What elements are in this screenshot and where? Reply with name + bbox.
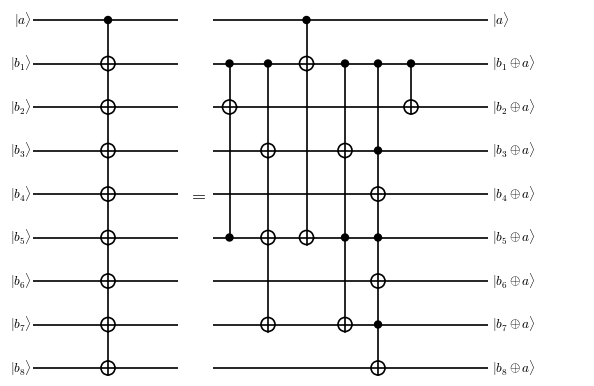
Circle shape xyxy=(374,147,381,154)
Circle shape xyxy=(371,187,385,201)
Text: $|a\rangle$: $|a\rangle$ xyxy=(14,10,32,30)
Text: $|b_4 \oplus a\rangle$: $|b_4 \oplus a\rangle$ xyxy=(492,184,536,204)
Circle shape xyxy=(261,230,275,244)
Circle shape xyxy=(303,17,310,24)
Text: $|b_7 \oplus a\rangle$: $|b_7 \oplus a\rangle$ xyxy=(492,315,536,334)
Circle shape xyxy=(299,230,314,244)
Text: $|b_6\rangle$: $|b_6\rangle$ xyxy=(10,271,32,291)
Circle shape xyxy=(101,100,115,114)
Circle shape xyxy=(374,321,381,328)
Circle shape xyxy=(407,60,415,67)
Text: $|b_3 \oplus a\rangle$: $|b_3 \oplus a\rangle$ xyxy=(492,141,536,161)
Circle shape xyxy=(374,234,381,241)
Text: $|b_6 \oplus a\rangle$: $|b_6 \oplus a\rangle$ xyxy=(492,271,536,291)
Circle shape xyxy=(371,274,385,288)
Text: $|b_2\rangle$: $|b_2\rangle$ xyxy=(10,97,32,117)
Circle shape xyxy=(101,361,115,375)
Circle shape xyxy=(261,144,275,157)
Circle shape xyxy=(101,274,115,288)
Circle shape xyxy=(299,56,314,71)
Text: $|b_8\rangle$: $|b_8\rangle$ xyxy=(10,358,32,378)
Text: $|b_5\rangle$: $|b_5\rangle$ xyxy=(10,228,32,247)
Circle shape xyxy=(101,318,115,332)
Text: $|b_1\rangle$: $|b_1\rangle$ xyxy=(10,54,32,73)
Text: $|b_2 \oplus a\rangle$: $|b_2 \oplus a\rangle$ xyxy=(492,97,536,117)
Circle shape xyxy=(226,234,233,241)
Circle shape xyxy=(226,60,233,67)
Text: $|b_1 \oplus a\rangle$: $|b_1 \oplus a\rangle$ xyxy=(492,54,536,73)
Text: $|a\rangle$: $|a\rangle$ xyxy=(492,10,510,30)
Circle shape xyxy=(101,56,115,71)
Text: $=$: $=$ xyxy=(188,185,206,203)
Circle shape xyxy=(223,100,236,114)
Circle shape xyxy=(342,60,349,67)
Text: $|b_8 \oplus a\rangle$: $|b_8 \oplus a\rangle$ xyxy=(492,358,536,378)
Circle shape xyxy=(101,230,115,244)
Circle shape xyxy=(374,60,381,67)
Circle shape xyxy=(404,100,418,114)
Text: $|b_4\rangle$: $|b_4\rangle$ xyxy=(10,184,32,204)
Text: $|b_5 \oplus a\rangle$: $|b_5 \oplus a\rangle$ xyxy=(492,228,536,247)
Circle shape xyxy=(261,318,275,332)
Circle shape xyxy=(101,187,115,201)
Circle shape xyxy=(371,361,385,375)
Circle shape xyxy=(338,144,352,157)
Circle shape xyxy=(338,318,352,332)
Text: $|b_3\rangle$: $|b_3\rangle$ xyxy=(10,141,32,161)
Circle shape xyxy=(105,17,112,24)
Circle shape xyxy=(101,144,115,157)
Circle shape xyxy=(342,234,349,241)
Circle shape xyxy=(264,60,271,67)
Text: $|b_7\rangle$: $|b_7\rangle$ xyxy=(10,315,32,334)
